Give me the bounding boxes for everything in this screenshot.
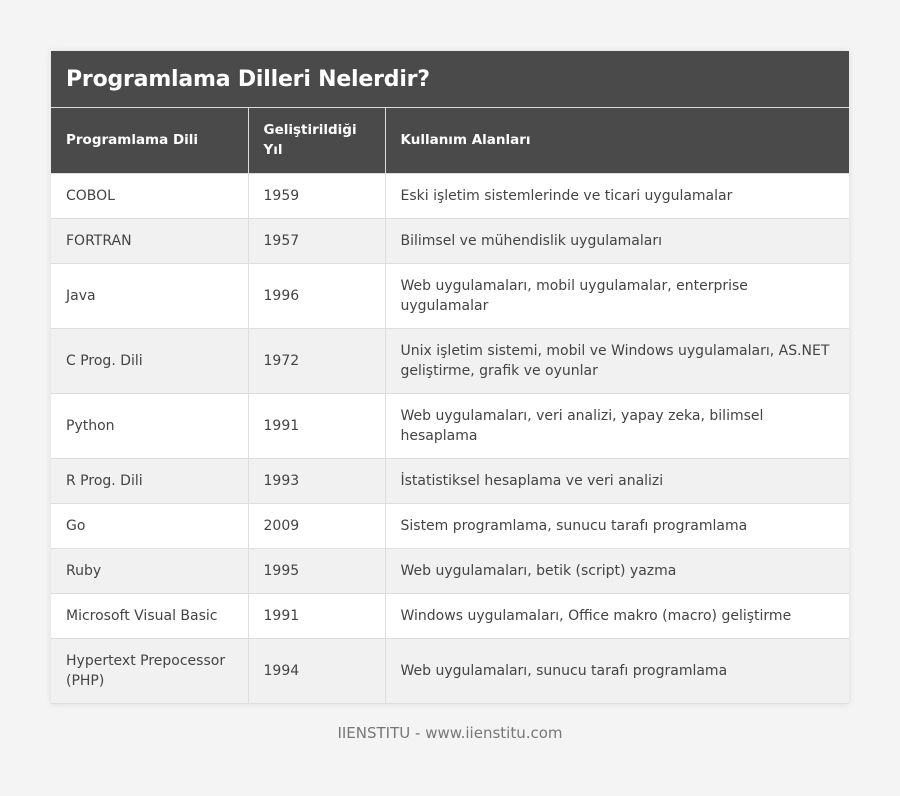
cell-usage: Unix işletim sistemi, mobil ve Windows u… (384, 327, 849, 394)
cell-usage: Bilimsel ve mühendislik uygulamaları (384, 217, 849, 264)
cell-usage: Sistem programlama, sunucu tarafı progra… (384, 502, 849, 549)
cell-year: 1991 (247, 392, 386, 459)
header-year: Geliştirildiği Yıl (247, 108, 386, 174)
cell-year: 1991 (247, 592, 386, 639)
header-usage: Kullanım Alanları (384, 108, 849, 174)
table-row: R Prog. Dili 1993 İstatistiksel hesaplam… (51, 457, 849, 504)
cell-language: R Prog. Dili (51, 457, 249, 504)
table-row: Hypertext Prepocessor (PHP) 1994 Web uyg… (51, 637, 849, 704)
cell-year: 2009 (247, 502, 386, 549)
title-bar: Programlama Dilleri Nelerdir? (51, 51, 849, 108)
table-row: Ruby 1995 Web uygulamaları, betik (scrip… (51, 547, 849, 594)
table-row: Go 2009 Sistem programlama, sunucu taraf… (51, 502, 849, 549)
languages-table: Programlama Dili Geliştirildiği Yıl Kull… (51, 108, 849, 704)
cell-year: 1996 (247, 262, 386, 329)
cell-usage: Eski işletim sistemlerinde ve ticari uyg… (384, 172, 849, 219)
cell-usage: Web uygulamaları, sunucu tarafı programl… (384, 637, 849, 704)
cell-language: Python (51, 392, 249, 459)
cell-language: COBOL (51, 172, 249, 219)
cell-year: 1995 (247, 547, 386, 594)
header-language: Programlama Dili (51, 108, 249, 174)
table-row: Python 1991 Web uygulamaları, veri anali… (51, 392, 849, 459)
cell-year: 1957 (247, 217, 386, 264)
cell-language: Go (51, 502, 249, 549)
table-row: C Prog. Dili 1972 Unix işletim sistemi, … (51, 327, 849, 394)
cell-language: Hypertext Prepocessor (PHP) (51, 637, 249, 704)
cell-language: Microsoft Visual Basic (51, 592, 249, 639)
table-card: Programlama Dilleri Nelerdir? Programlam… (51, 51, 849, 704)
table-row: COBOL 1959 Eski işletim sistemlerinde ve… (51, 172, 849, 219)
cell-language: C Prog. Dili (51, 327, 249, 394)
table-row: Microsoft Visual Basic 1991 Windows uygu… (51, 592, 849, 639)
cell-usage: Web uygulamaları, betik (script) yazma (384, 547, 849, 594)
cell-language: FORTRAN (51, 217, 249, 264)
cell-language: Ruby (51, 547, 249, 594)
cell-year: 1994 (247, 637, 386, 704)
cell-usage: Web uygulamaları, veri analizi, yapay ze… (384, 392, 849, 459)
footer-credit: IIENSTITU - www.iienstitu.com (337, 724, 563, 742)
cell-usage: Windows uygulamaları, Office makro (macr… (384, 592, 849, 639)
page-title: Programlama Dilleri Nelerdir? (66, 66, 430, 92)
cell-language: Java (51, 262, 249, 329)
cell-usage: İstatistiksel hesaplama ve veri analizi (384, 457, 849, 504)
table-row: FORTRAN 1957 Bilimsel ve mühendislik uyg… (51, 217, 849, 264)
cell-year: 1959 (247, 172, 386, 219)
table-row: Java 1996 Web uygulamaları, mobil uygula… (51, 262, 849, 329)
cell-usage: Web uygulamaları, mobil uygulamalar, ent… (384, 262, 849, 329)
table-header-row: Programlama Dili Geliştirildiği Yıl Kull… (51, 108, 849, 174)
cell-year: 1972 (247, 327, 386, 394)
cell-year: 1993 (247, 457, 386, 504)
